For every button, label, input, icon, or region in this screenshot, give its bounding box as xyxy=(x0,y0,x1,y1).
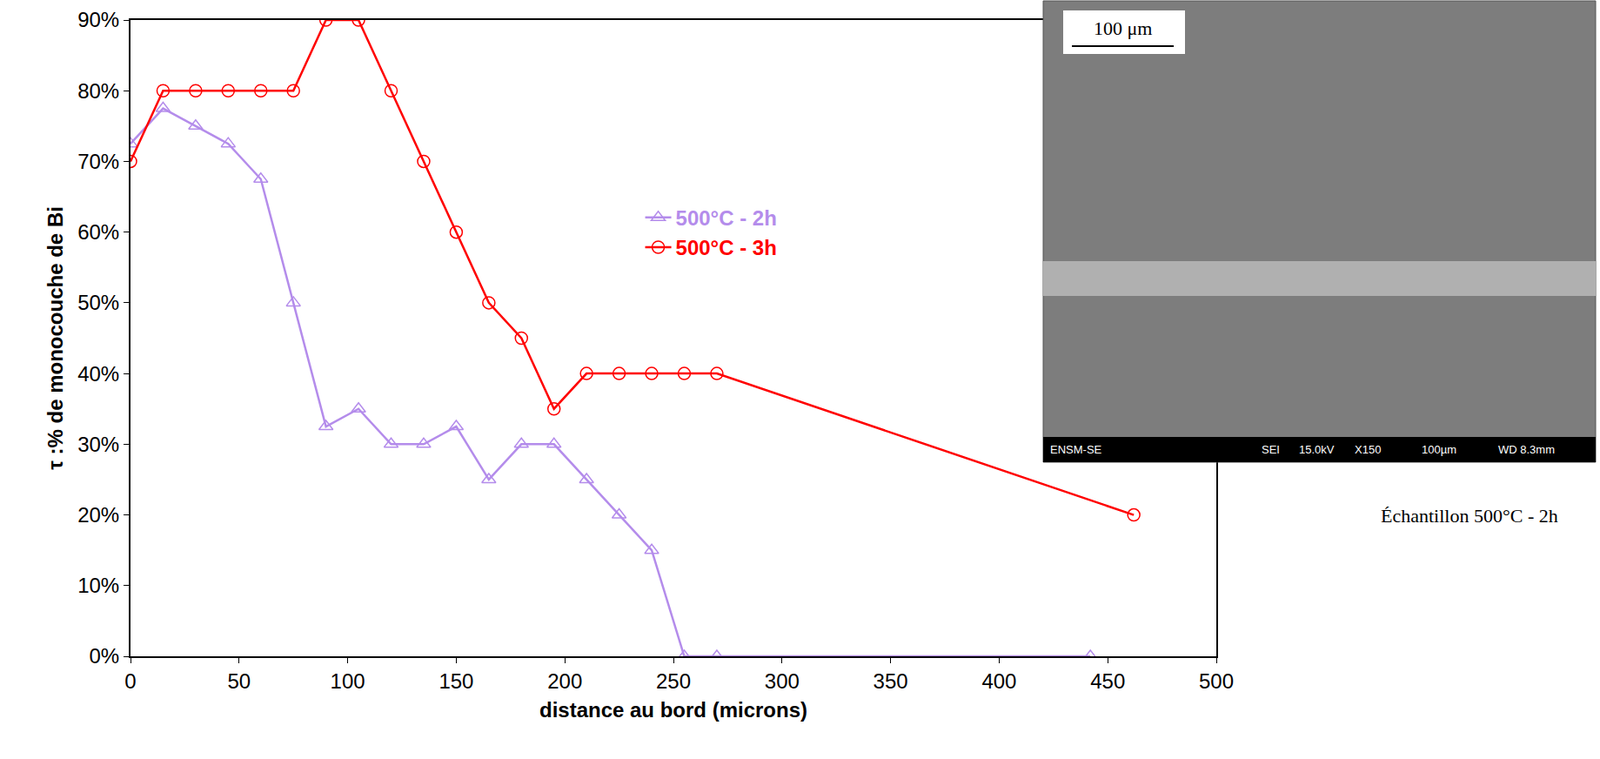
svg-text:500: 500 xyxy=(1198,669,1234,693)
svg-text:250: 250 xyxy=(656,669,691,693)
svg-text:300: 300 xyxy=(764,669,800,693)
svg-text:400: 400 xyxy=(981,669,1017,693)
svg-text:40%: 40% xyxy=(77,361,120,386)
svg-text:450: 450 xyxy=(1090,669,1125,693)
svg-text:500°C - 2h: 500°C - 2h xyxy=(676,206,777,230)
svg-text:50: 50 xyxy=(227,669,251,693)
svg-text:distance au bord (microns): distance au bord (microns) xyxy=(539,697,808,722)
svg-text:τ :% de monocouche de Bi: τ :% de monocouche de Bi xyxy=(43,206,67,470)
svg-text:20%: 20% xyxy=(77,502,120,527)
svg-text:X150: X150 xyxy=(1354,442,1381,456)
svg-text:150: 150 xyxy=(438,669,474,693)
svg-text:ENSM-SE: ENSM-SE xyxy=(1050,442,1103,456)
svg-text:0%: 0% xyxy=(89,643,121,668)
svg-text:SEI: SEI xyxy=(1261,442,1280,456)
svg-text:500°C - 3h: 500°C - 3h xyxy=(676,235,777,260)
svg-text:350: 350 xyxy=(873,669,909,693)
svg-text:100µm: 100µm xyxy=(1421,442,1457,456)
svg-text:WD 8.3mm: WD 8.3mm xyxy=(1498,442,1555,456)
svg-text:90%: 90% xyxy=(77,7,120,32)
svg-text:100 μm: 100 μm xyxy=(1093,17,1152,40)
svg-text:0: 0 xyxy=(124,669,136,693)
svg-text:30%: 30% xyxy=(77,432,120,456)
svg-text:200: 200 xyxy=(547,669,583,693)
svg-text:60%: 60% xyxy=(77,220,120,244)
svg-text:Échantillon 500°C - 2h: Échantillon 500°C - 2h xyxy=(1380,504,1559,527)
svg-text:100: 100 xyxy=(330,669,366,693)
svg-text:15.0kV: 15.0kV xyxy=(1298,442,1335,456)
svg-text:70%: 70% xyxy=(77,149,120,174)
svg-text:80%: 80% xyxy=(77,79,120,103)
svg-text:50%: 50% xyxy=(77,290,120,315)
svg-text:10%: 10% xyxy=(77,573,120,597)
